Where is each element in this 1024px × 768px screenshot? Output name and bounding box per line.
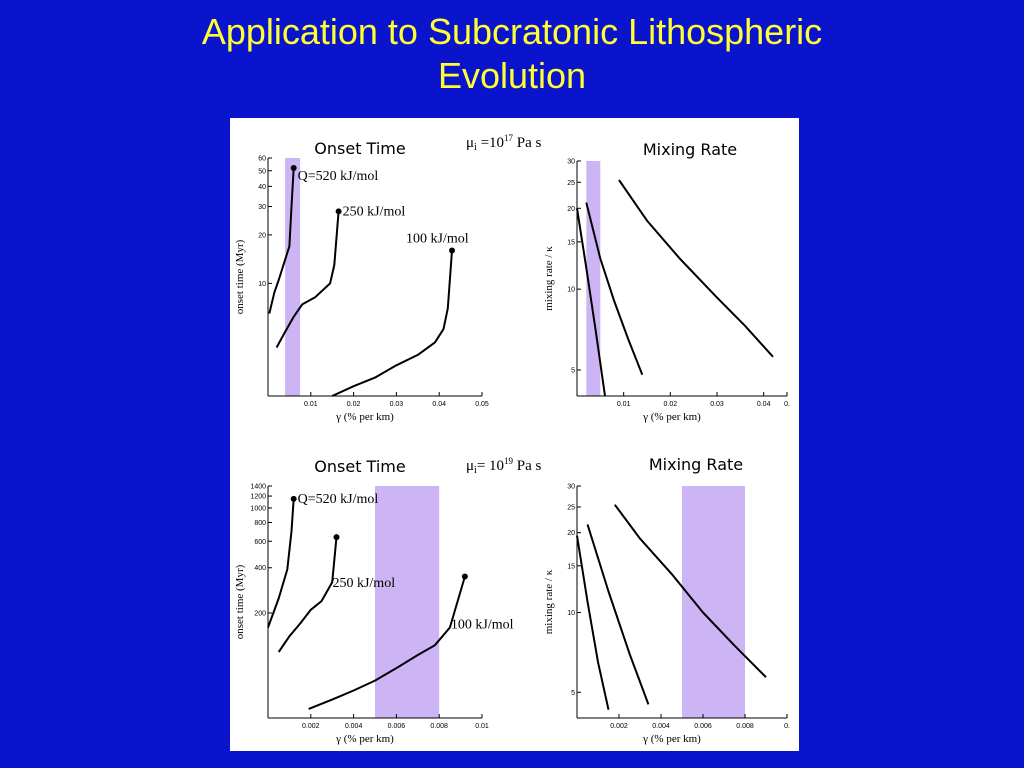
series-line-1 xyxy=(267,498,295,628)
x-tick-label: 0.008 xyxy=(430,723,448,730)
chart-mixing-top: 0.01 0.02 0.03 0.04 0. 5 10 15 20 25 30 γ (% per km… xyxy=(543,140,790,423)
y-tick-label: 15 xyxy=(567,239,575,246)
series-line-1 xyxy=(576,535,610,710)
y-tick-label: 15 xyxy=(567,563,575,570)
series-line-1 xyxy=(268,167,295,314)
series-label: 100 kJ/mol xyxy=(406,231,469,246)
series-end-marker xyxy=(335,208,342,215)
y-tick-label: 1200 xyxy=(250,494,266,501)
series-end-marker xyxy=(333,534,340,541)
series-line-2 xyxy=(275,211,340,348)
series-label: Q=520 kJ/mol xyxy=(298,492,379,507)
x-axis-label: γ (% per km) xyxy=(642,733,701,745)
y-tick-label: 25 xyxy=(567,180,575,187)
y-tick-label: 1400 xyxy=(250,484,266,491)
slide-title-line-1: Application to Subcratonic Lithospheric xyxy=(201,11,823,52)
y-axis-label: onset time (Myr) xyxy=(234,239,246,314)
y-tick-label: 1000 xyxy=(250,505,266,512)
y-tick-label: 600 xyxy=(254,539,266,546)
highlight-band xyxy=(375,486,440,718)
x-axis-label: γ (% per km) xyxy=(335,411,394,423)
y-tick-label: 40 xyxy=(258,184,266,191)
x-axis-label: γ (% per km) xyxy=(335,733,394,745)
y-tick-label: 10 xyxy=(567,610,575,617)
x-tick-label: 0.02 xyxy=(347,401,361,408)
y-tick-label: 60 xyxy=(258,156,266,163)
y-tick-label: 5 xyxy=(571,690,575,697)
panel-heading: Mixing Rate xyxy=(649,455,743,474)
panel-heading: Onset Time xyxy=(314,139,405,158)
viscosity-label: μi =1017 Pa s xyxy=(466,133,542,153)
chart-onset-top: 0.01 0.02 0.03 0.04 0.05 10 20 30 40 50 60 γ (% per… xyxy=(234,139,489,423)
series-end-marker xyxy=(461,573,468,580)
x-tick-label: 0.04 xyxy=(757,401,771,408)
x-tick-label: 0.04 xyxy=(432,401,446,408)
y-tick-label: 25 xyxy=(567,504,575,511)
y-tick-label: 30 xyxy=(567,484,575,491)
series-line-3 xyxy=(613,504,767,678)
x-tick-label: 0.004 xyxy=(652,723,670,730)
x-tick-label: 0.002 xyxy=(302,723,320,730)
x-tick-label: 0.03 xyxy=(390,401,404,408)
series-end-marker xyxy=(290,165,297,172)
y-tick-label: 50 xyxy=(258,168,266,175)
highlight-band xyxy=(682,486,745,718)
x-axis-label: γ (% per km) xyxy=(642,411,701,423)
series-label: Q=520 kJ/mol xyxy=(298,169,379,184)
x-tick-label: 0.002 xyxy=(610,723,628,730)
figure-panel: 0.01 0.02 0.03 0.04 0.05 10 20 30 40 50 60 γ (% per… xyxy=(230,118,799,751)
x-tick-label: 0.006 xyxy=(388,723,406,730)
x-tick-label: 0. xyxy=(784,401,790,408)
y-tick-label: 5 xyxy=(571,367,575,374)
y-tick-label: 800 xyxy=(254,520,266,527)
series-label: 100 kJ/mol xyxy=(451,617,514,632)
y-tick-label: 20 xyxy=(258,232,266,239)
y-tick-label: 10 xyxy=(258,281,266,288)
x-tick-label: 0.008 xyxy=(736,723,754,730)
x-tick-label: 0.05 xyxy=(475,401,489,408)
x-tick-label: 0. xyxy=(784,723,790,730)
viscosity-label: μi= 1019 Pa s xyxy=(466,456,542,476)
x-tick-label: 0.01 xyxy=(617,401,631,408)
x-tick-label: 0.004 xyxy=(345,723,363,730)
y-tick-label: 10 xyxy=(567,287,575,294)
slide-title-line-2: Evolution xyxy=(437,55,587,96)
x-tick-label: 0.01 xyxy=(304,401,318,408)
series-line-3 xyxy=(331,250,453,397)
y-axis-label: mixing rate / κ xyxy=(543,569,555,634)
series-end-marker xyxy=(449,247,456,254)
series-label: 250 kJ/mol xyxy=(332,576,395,591)
x-tick-label: 0.02 xyxy=(664,401,678,408)
y-tick-label: 400 xyxy=(254,565,266,572)
panel-heading: Mixing Rate xyxy=(643,140,737,159)
series-line-2 xyxy=(277,537,338,653)
chart-mixing-bottom: 0.002 0.004 0.006 0.008 0. 5 10 15 20 25 30 γ (% pe… xyxy=(543,455,790,745)
highlight-band xyxy=(285,158,301,396)
slide-title: Application to Subcratonic Lithospheric … xyxy=(0,10,1024,98)
series-line-3 xyxy=(618,179,774,358)
y-tick-label: 20 xyxy=(567,206,575,213)
x-tick-label: 0.01 xyxy=(475,723,489,730)
series-line-2 xyxy=(586,524,650,705)
y-tick-label: 20 xyxy=(567,530,575,537)
series-line-1 xyxy=(576,208,606,397)
y-tick-label: 200 xyxy=(254,610,266,617)
series-label: 250 kJ/mol xyxy=(343,204,406,219)
series-end-marker xyxy=(290,495,297,502)
series-line-3 xyxy=(308,576,466,710)
y-tick-label: 30 xyxy=(258,204,266,211)
x-tick-label: 0.03 xyxy=(710,401,724,408)
chart-onset-bottom: 0.002 0.004 0.006 0.008 0.01 200 400 600 800 1000… xyxy=(234,457,514,745)
y-axis-label: onset time (Myr) xyxy=(234,564,246,639)
figure-svg: 0.01 0.02 0.03 0.04 0.05 10 20 30 40 50 60 γ (% per… xyxy=(234,133,790,745)
panel-heading: Onset Time xyxy=(314,457,405,476)
y-axis-label: mixing rate / κ xyxy=(543,246,555,311)
series-line-2 xyxy=(585,202,644,376)
x-tick-label: 0.006 xyxy=(694,723,712,730)
y-tick-label: 30 xyxy=(567,159,575,166)
